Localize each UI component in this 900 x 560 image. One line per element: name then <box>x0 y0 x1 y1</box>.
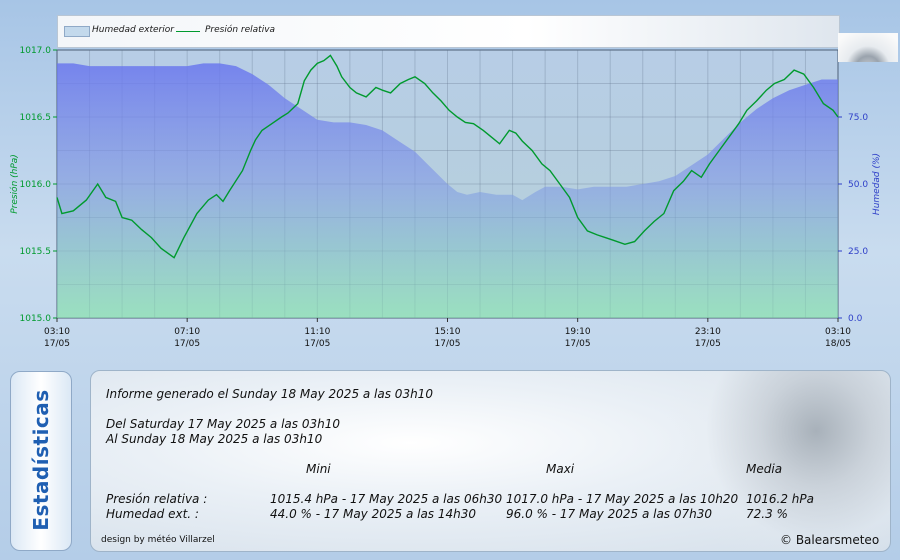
right-tick-label: 25.0 <box>848 247 868 257</box>
pressure-legend-label: Presión relativa <box>205 25 276 35</box>
x-tick-date: 17/05 <box>174 339 200 349</box>
stats-col-avg: Media <box>746 462 783 476</box>
stats-title: Estadísticas <box>29 389 53 531</box>
x-tick-time: 03:10 <box>825 327 851 337</box>
stats-col-max: Maxi <box>546 462 575 476</box>
right-tick-label: 0.0 <box>848 314 863 324</box>
right-tick-label: 50.0 <box>848 180 868 190</box>
x-tick-date: 17/05 <box>44 339 70 349</box>
chart-legend: Humedad exterior Presión relativa <box>57 15 898 62</box>
x-tick-date: 18/05 <box>825 339 851 349</box>
stats-row-min: 44.0 % - 17 May 2025 a las 14h30 <box>270 507 477 521</box>
x-tick-time: 07:10 <box>174 327 200 337</box>
left-tick-label: 1015.0 <box>20 314 52 324</box>
left-axis-ticks: 1015.0 1015.5 1016.0 1016.5 1017.0 <box>20 46 57 324</box>
copyright-text: © Balearsmeteo <box>780 533 880 547</box>
left-tick-label: 1016.5 <box>20 113 52 123</box>
right-axis-ticks: 0.025.050.075.0100.0 <box>838 46 874 324</box>
humidity-legend-label: Humedad exterior <box>92 25 174 35</box>
barometer-decoration <box>838 33 898 62</box>
stats-row-label: Humedad ext. : <box>106 507 199 521</box>
stats-row-max: 96.0 % - 17 May 2025 a las 07h30 <box>506 507 713 521</box>
stats-row-avg: 1016.2 hPa <box>746 492 814 506</box>
stats-col-min: Mini <box>306 462 331 476</box>
x-axis-ticks: 03:10 17/05 07:10 17/05 11:10 17/05 15:10 17/05… <box>44 318 851 349</box>
right-axis-label: Humedad (%) <box>872 153 882 215</box>
stats-from: Del Saturday 17 May 2025 a las 03h10 <box>106 417 340 431</box>
stats-row-avg: 72.3 % <box>746 507 788 521</box>
left-tick-label: 1017.0 <box>20 46 52 56</box>
pressure-line <box>56 54 839 259</box>
x-tick-date: 17/05 <box>695 339 721 349</box>
x-tick-time: 19:10 <box>565 327 591 337</box>
left-tick-label: 1015.5 <box>20 247 52 257</box>
humidity-area <box>57 63 838 319</box>
x-tick-time: 23:10 <box>695 327 721 337</box>
x-tick-time: 03:10 <box>44 327 70 337</box>
stats-row-min: 1015.4 hPa - 17 May 2025 a las 06h30 <box>270 492 503 506</box>
left-axis-label: Presión (hPa) <box>9 154 20 214</box>
x-tick-date: 17/05 <box>304 339 330 349</box>
stats-row-max: 1017.0 hPa - 17 May 2025 a las 10h20 <box>506 492 739 506</box>
stats-row-label: Presión relativa : <box>106 492 208 506</box>
humidity-legend-swatch <box>64 26 90 37</box>
stats-generated: Informe generado el Sunday 18 May 2025 a… <box>106 387 433 401</box>
x-tick-date: 17/05 <box>565 339 591 349</box>
right-tick-label: 75.0 <box>848 113 868 123</box>
design-credit: design by météo Villarzel <box>101 535 215 545</box>
x-tick-date: 17/05 <box>435 339 461 349</box>
stats-to: Al Sunday 18 May 2025 a las 03h10 <box>106 432 323 446</box>
left-tick-label: 1016.0 <box>20 180 52 190</box>
x-tick-time: 11:10 <box>304 327 330 337</box>
pressure-legend-swatch <box>176 31 200 32</box>
x-tick-time: 15:10 <box>435 327 461 337</box>
stats-panel: Informe generado el Sunday 18 May 2025 a… <box>90 370 891 552</box>
stats-tab: Estadísticas <box>10 371 72 551</box>
meteo-chart: 1015.0 1015.5 1016.0 1016.5 1017.0 0.0 25.0 50… <box>9 46 882 349</box>
